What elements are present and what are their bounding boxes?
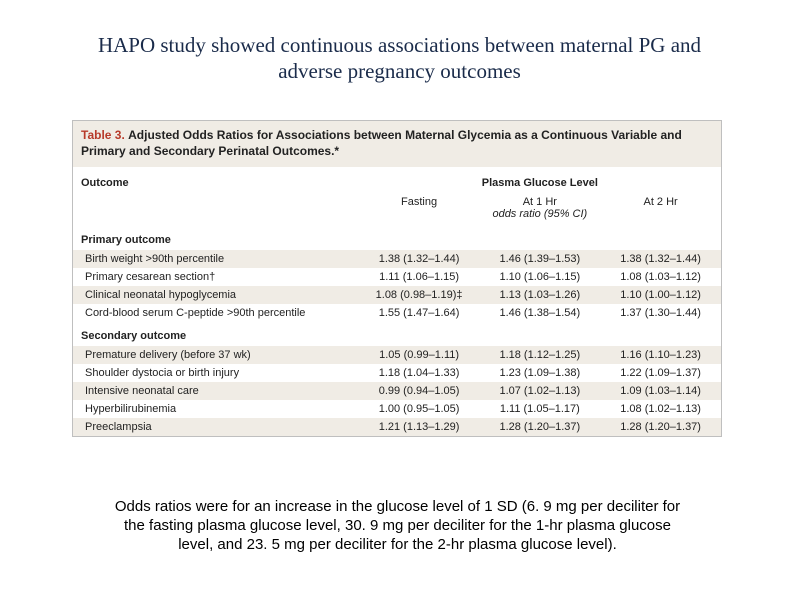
table-row: Intensive neonatal care 0.99 (0.94–1.05)…: [73, 382, 721, 400]
table-row: Hyperbilirubinemia 1.00 (0.95–1.05) 1.11…: [73, 400, 721, 418]
outcome-header: Outcome: [73, 167, 359, 192]
table-row: Shoulder dystocia or birth injury 1.18 (…: [73, 364, 721, 382]
table-row: Preeclampsia 1.21 (1.13–1.29) 1.28 (1.20…: [73, 418, 721, 436]
table-figure: Table 3. Adjusted Odds Ratios for Associ…: [72, 120, 722, 437]
table-row: Clinical neonatal hypoglycemia 1.08 (0.9…: [73, 286, 721, 304]
col-fasting: Fasting: [359, 192, 480, 208]
footnote-caption: Odds ratios were for an increase in the …: [110, 498, 685, 554]
slide-title: HAPO study showed continuous association…: [95, 32, 704, 85]
col-1hr: At 1 Hr: [479, 192, 600, 208]
primary-section: Primary outcome: [73, 226, 721, 250]
table-row: Premature delivery (before 37 wk) 1.05 (…: [73, 346, 721, 364]
col-2hr: At 2 Hr: [600, 192, 721, 208]
table-caption: Table 3. Adjusted Odds Ratios for Associ…: [73, 121, 721, 167]
table-row: Primary cesarean section† 1.11 (1.06–1.1…: [73, 268, 721, 286]
secondary-section: Secondary outcome: [73, 322, 721, 346]
odds-ratio-subheader: odds ratio (95% CI): [359, 208, 721, 226]
table-title: Adjusted Odds Ratios for Associations be…: [81, 128, 682, 158]
plasma-glucose-header: Plasma Glucose Level: [359, 167, 721, 192]
table-number: Table 3.: [81, 128, 125, 142]
table-row: Birth weight >90th percentile 1.38 (1.32…: [73, 250, 721, 268]
odds-ratio-table: Outcome Plasma Glucose Level Fasting At …: [73, 167, 721, 436]
table-row: Cord-blood serum C-peptide >90th percent…: [73, 304, 721, 322]
